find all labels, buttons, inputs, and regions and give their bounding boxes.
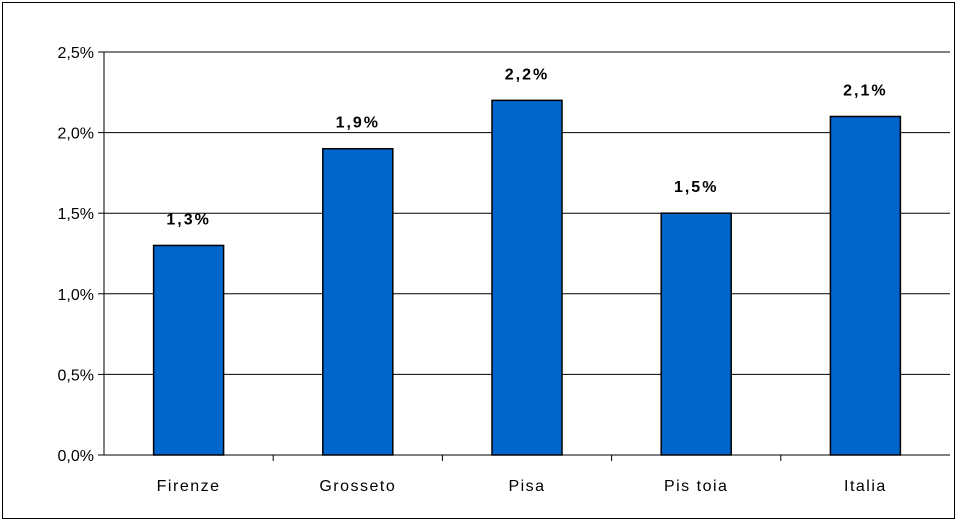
data-labels: 1,3% 1,9% 2,2% 1,5% 2,1% — [166, 66, 887, 228]
bar-pisa — [491, 99, 563, 456]
x-tick-label: Firenze — [157, 478, 221, 495]
data-label: 2,2% — [505, 66, 549, 83]
data-label: 1,9% — [336, 115, 380, 132]
y-tick-label: 0,5% — [58, 367, 94, 384]
bar-firenze — [152, 244, 225, 456]
y-axis-ticks: 0,0% 0,5% 1,0% 1,5% 2,0% 2,5% — [58, 45, 104, 465]
bar-pistoia — [660, 212, 732, 456]
x-tick-label: Italia — [844, 478, 887, 495]
x-tick-label: Grosseto — [319, 478, 396, 495]
x-tick-label: Pisa — [508, 478, 545, 495]
y-tick-label: 2,5% — [58, 45, 94, 62]
data-label: 1,5% — [674, 179, 718, 196]
y-tick-label: 1,0% — [58, 287, 94, 304]
bar-italia — [829, 115, 902, 456]
data-label: 2,1% — [843, 82, 887, 99]
y-tick-label: 2,0% — [58, 126, 94, 143]
bar-grosseto — [322, 147, 394, 456]
x-axis-ticks: Firenze Grosseto Pisa Pis toia Italia — [157, 455, 887, 495]
x-tick-label: Pis toia — [664, 478, 728, 495]
chart-border — [2, 2, 955, 519]
bars — [152, 99, 902, 456]
data-label: 1,3% — [166, 211, 210, 228]
y-tick-label: 1,5% — [58, 206, 94, 223]
y-tick-label: 0,0% — [58, 448, 94, 465]
